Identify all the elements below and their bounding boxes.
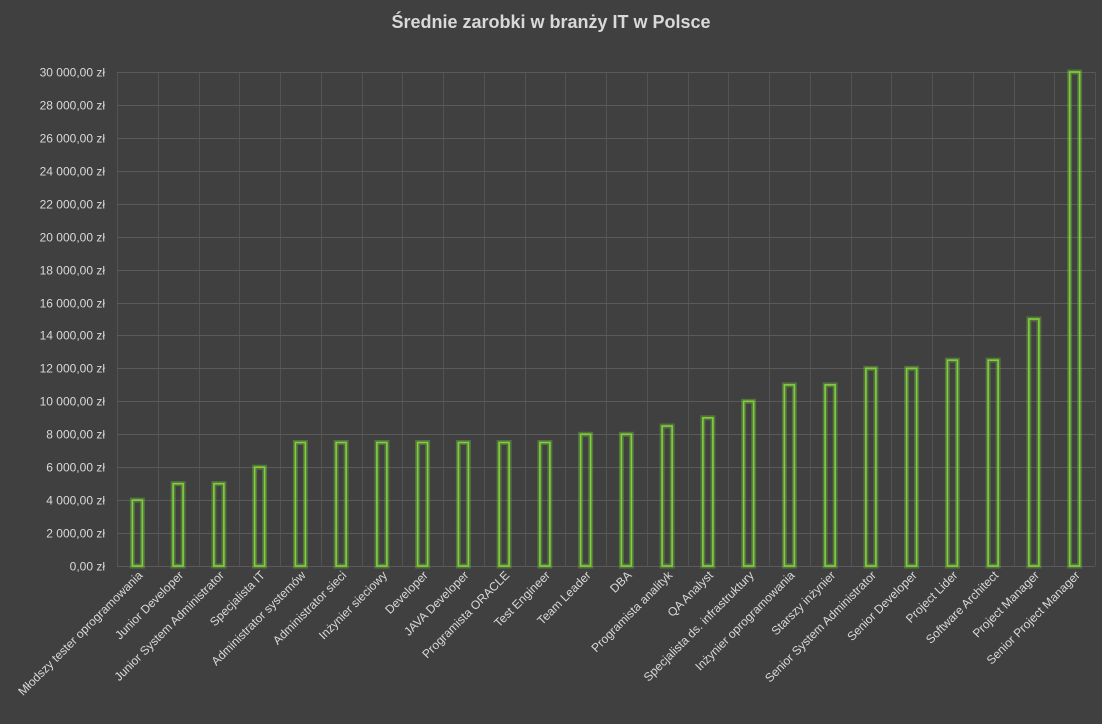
x-tick-label: DBA [607,568,634,595]
bar-glow [659,423,675,569]
y-tick-label: 30 000,00 zł [40,66,106,80]
bar-glow [496,440,512,569]
bar-glow [455,440,471,569]
bar-glow [741,398,757,569]
bar-glow [781,382,797,569]
bar [457,441,470,567]
bar [783,384,796,567]
bar-glow [170,481,186,569]
x-tick-label: Senior Developer [844,568,919,643]
y-tick-label: 28 000,00 zł [40,99,106,113]
bar [539,441,551,567]
x-tick-label: Software Architect [923,568,1002,647]
y-tick-label: 26 000,00 zł [40,132,106,146]
bar [213,482,225,567]
y-tick-label: 20 000,00 zł [40,231,106,245]
bar [865,367,877,567]
bar-glow [252,464,268,569]
bar [620,433,633,567]
y-tick-label: 24 000,00 zł [40,165,106,179]
bar-glow [211,481,227,569]
x-tick-label: Administrator sieci [270,568,349,647]
bar [131,499,144,567]
bar [905,367,918,567]
y-tick-label: 2 000,00 zł [46,527,105,541]
bar [824,384,836,567]
bar-glow [415,440,431,569]
bar [987,359,999,567]
y-tick-label: 22 000,00 zł [40,198,106,212]
bar-glow [1067,69,1083,569]
bar-glow [1026,316,1042,569]
y-tick-label: 12 000,00 zł [40,362,106,376]
bar [172,482,184,567]
bar [661,425,673,567]
y-axis: 0,00 zł 2 000,00 zł 4 000,00 zł 6 000,00 zł… [40,66,106,574]
y-tick-label: 0,00 zł [70,560,106,574]
bar-glow [537,440,553,569]
bar [946,359,959,567]
bar-glow [985,357,1001,569]
bar [294,441,307,567]
bar [498,441,510,567]
grid [117,72,1096,567]
chart-title: Średnie zarobki w branży IT w Polsce [391,12,711,32]
bar-glow [700,415,716,569]
bars [129,69,1083,569]
bar [1068,71,1081,567]
bar [335,441,347,567]
x-tick-label: Programista analityk [588,568,675,655]
y-tick-label: 16 000,00 zł [40,297,106,311]
bar [376,441,388,567]
y-tick-label: 18 000,00 zł [40,264,106,278]
y-tick-label: 4 000,00 zł [46,494,105,508]
bar-glow [822,382,838,569]
bar [742,400,755,567]
y-tick-label: 10 000,00 zł [40,395,106,409]
bar [702,416,714,567]
bar [253,466,266,567]
bar-glow [374,440,390,569]
bar [416,441,429,567]
bar [579,433,592,567]
bar-glow [292,440,308,569]
y-tick-label: 14 000,00 zł [40,329,106,343]
y-tick-label: 6 000,00 zł [46,461,105,475]
bar-glow [333,440,349,569]
y-tick-label: 8 000,00 zł [46,428,105,442]
bar [1028,318,1040,567]
bar-glow [944,357,960,569]
